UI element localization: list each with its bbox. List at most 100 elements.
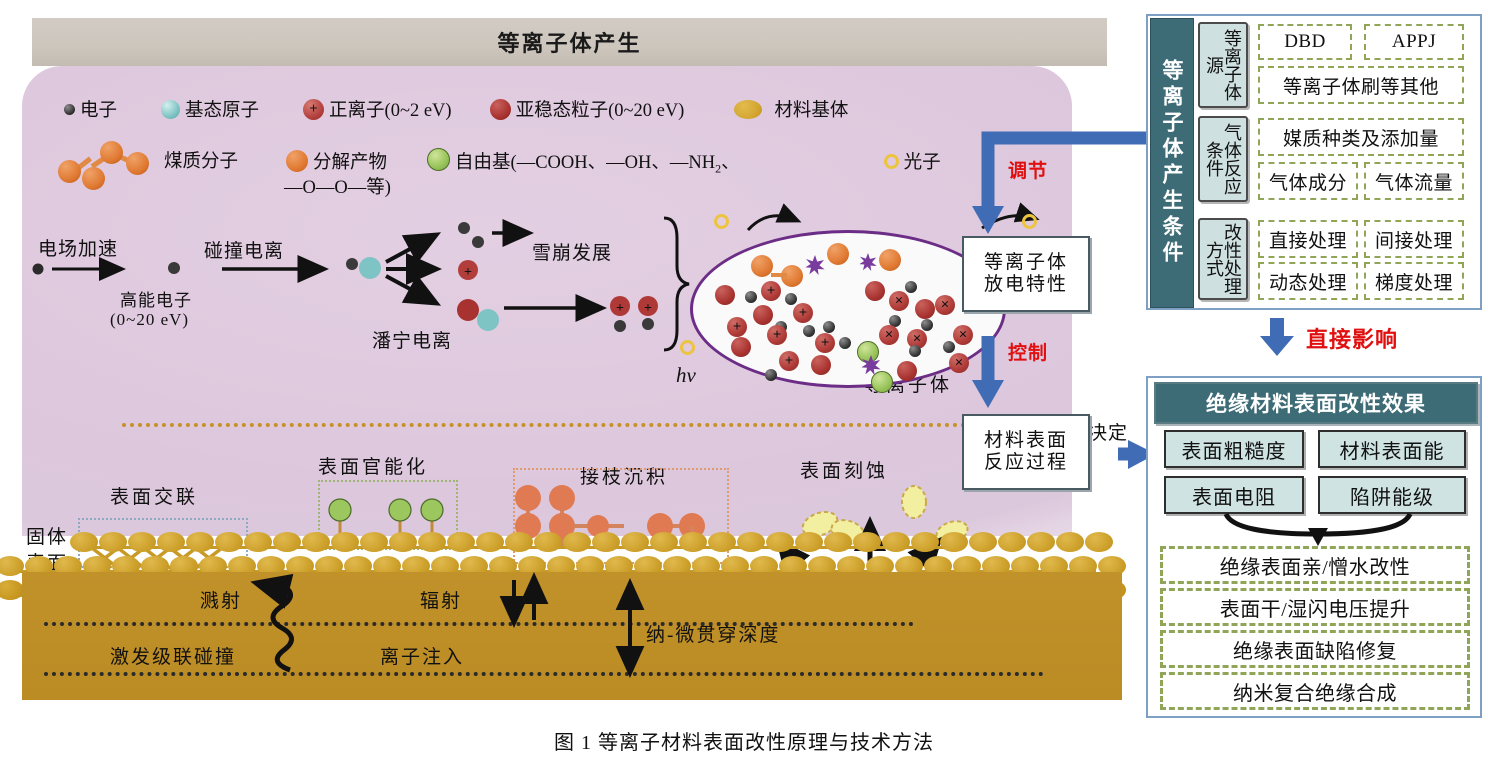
flow-arrows-svg <box>972 131 1156 469</box>
metastable-particle <box>897 361 917 381</box>
material-matrix-bead <box>257 556 285 576</box>
material-matrix-bead <box>54 556 82 576</box>
electron-dot-icon <box>64 103 75 115</box>
label-penetration-depth: 纳-微贯穿深度 <box>646 625 781 646</box>
fragment-particle <box>827 243 849 265</box>
label-ion-implantation: 离子注入 <box>380 647 465 668</box>
material-matrix-bead <box>70 532 98 552</box>
label-high-energy-range: (0~20 eV) <box>110 310 190 329</box>
legend-row-1: 电子 基态原子 正离子(0~2 eV) 亚稳态粒子(0~20 eV) 材料基体 <box>64 96 874 122</box>
category-gas-reaction-conditions[interactable]: 气体反应条件 <box>1198 116 1248 202</box>
item-indirect-treatment[interactable]: 间接处理 <box>1364 220 1464 258</box>
outcome-defect-repair-label: 绝缘表面缺陷修复 <box>1233 640 1397 663</box>
plasma-bulk-ellipse <box>690 230 1006 393</box>
effect-trap-energy-label: 陷阱能级 <box>1350 486 1434 509</box>
electron-particle <box>921 319 933 331</box>
svg-text:+: + <box>616 301 624 316</box>
material-matrix-bead <box>911 532 939 552</box>
material-matrix-bead <box>882 532 910 552</box>
depth-marker-line-2 <box>44 672 1044 676</box>
item-medium-type-amount[interactable]: 媒质种类及添加量 <box>1258 118 1464 156</box>
item-direct-treatment[interactable]: 直接处理 <box>1258 220 1358 258</box>
radical-particle <box>857 341 879 363</box>
material-matrix-bead <box>0 580 24 600</box>
category-treatment-method[interactable]: 改性处理方式 <box>1198 218 1248 300</box>
outcome-flashover-voltage[interactable]: 表面干/湿闪电压提升 <box>1160 588 1470 626</box>
material-matrix-bead <box>1085 532 1113 552</box>
positive-ion-particle <box>767 325 787 345</box>
label-direct-influence: 直接影响 <box>1306 327 1399 352</box>
effect-surface-resistance[interactable]: 表面电阻 <box>1164 476 1304 514</box>
discharge-box-line2: 放电特性 <box>983 274 1068 295</box>
surface-bead-row-top <box>0 532 1130 562</box>
outcome-nanocomposite-label: 纳米复合绝缘合成 <box>1233 682 1397 705</box>
material-matrix-bead <box>576 556 604 576</box>
material-matrix-bead <box>518 556 546 576</box>
material-matrix-bead <box>1040 556 1068 576</box>
item-dynamic-treatment[interactable]: 动态处理 <box>1258 262 1358 300</box>
item-direct-treatment-label: 直接处理 <box>1268 230 1347 252</box>
effect-surface-energy[interactable]: 材料表面能 <box>1318 430 1466 468</box>
molecule-chain-icon <box>56 136 156 190</box>
photon-ring-icon-right <box>1022 214 1037 229</box>
legend-item-photon: 光子 <box>883 148 941 174</box>
material-matrix-bead <box>447 532 475 552</box>
excited-particle <box>935 295 955 315</box>
surface-bead-row-mid <box>0 556 1130 586</box>
outcome-defect-repair[interactable]: 绝缘表面缺陷修复 <box>1160 630 1470 668</box>
bulk-arrows-svg <box>250 572 645 678</box>
label-avalanche: 雪崩发展 <box>532 243 613 264</box>
reaction-box-line2: 反应过程 <box>983 452 1068 473</box>
depth-marker-line-1 <box>44 622 914 626</box>
outcome-flashover-label: 表面干/湿闪电压提升 <box>1219 598 1411 621</box>
positive-ion-particle <box>761 281 781 301</box>
material-matrix-bead <box>853 532 881 552</box>
material-matrix-bead <box>924 556 952 576</box>
excited-particle <box>953 325 973 345</box>
electron-particle <box>839 337 851 349</box>
conditions-side-title: 等离子体产生条件 <box>1150 18 1194 308</box>
outcome-hydrophilicity-modification[interactable]: 绝缘表面亲/憎水改性 <box>1160 546 1470 584</box>
material-matrix-bead <box>969 532 997 552</box>
svg-text:+: + <box>464 265 472 280</box>
fragment-dot-icon <box>286 150 309 172</box>
material-matrix-bead <box>286 556 314 576</box>
item-gas-flow[interactable]: 气体流量 <box>1364 162 1464 200</box>
radical-particle <box>871 371 893 393</box>
plasma-generation-title: 等离子体产生 <box>497 31 642 56</box>
item-gas-composition[interactable]: 气体成分 <box>1258 162 1358 200</box>
material-matrix-dot-icon <box>734 99 763 119</box>
fragment-particle <box>879 249 901 271</box>
item-indirect-treatment-label: 间接处理 <box>1374 230 1453 252</box>
material-matrix-bead <box>1098 556 1126 576</box>
category-plasma-source[interactable]: 等离子体源 <box>1198 22 1248 108</box>
item-gradient-treatment[interactable]: 梯度处理 <box>1364 262 1464 300</box>
material-matrix-bead <box>837 556 865 576</box>
material-matrix-bead <box>373 556 401 576</box>
material-matrix-bead <box>476 532 504 552</box>
metastable-particle <box>715 285 735 305</box>
box-surface-reaction-process[interactable]: 材料表面 反应过程 <box>962 414 1090 490</box>
excited-particle <box>907 329 927 349</box>
outcome-nanocomposite-synthesis[interactable]: 纳米复合绝缘合成 <box>1160 672 1470 710</box>
effect-surface-roughness[interactable]: 表面粗糙度 <box>1164 430 1304 468</box>
material-matrix-bead <box>592 532 620 552</box>
item-appj-label: APPJ <box>1391 31 1437 52</box>
label-solid-surface-line1: 固体 <box>26 527 69 548</box>
plasma-surface-boundary <box>122 423 1022 427</box>
box-discharge-characteristics[interactable]: 等离子体 放电特性 <box>962 236 1090 312</box>
legend-label-fragment: 分解产物 <box>313 153 388 173</box>
material-matrix-bead <box>563 532 591 552</box>
item-dbd[interactable]: DBD <box>1258 24 1352 60</box>
metastable-particle <box>731 337 751 357</box>
label-penning-ionization: 潘宁电离 <box>372 331 453 352</box>
electron-particle <box>745 291 757 303</box>
item-appj[interactable]: APPJ <box>1364 24 1464 60</box>
item-dynamic-treatment-label: 动态处理 <box>1268 272 1347 294</box>
effect-trap-energy-level[interactable]: 陷阱能级 <box>1318 476 1466 514</box>
legend-label-radical: 自由基(—COOH、—OH、—NH2、 <box>455 148 740 177</box>
label-graft-deposition: 接枝沉积 <box>580 467 669 488</box>
material-matrix-bead <box>795 532 823 552</box>
material-matrix-bead <box>621 532 649 552</box>
item-plasma-brush-other[interactable]: 等离子体刷等其他 <box>1258 66 1464 104</box>
